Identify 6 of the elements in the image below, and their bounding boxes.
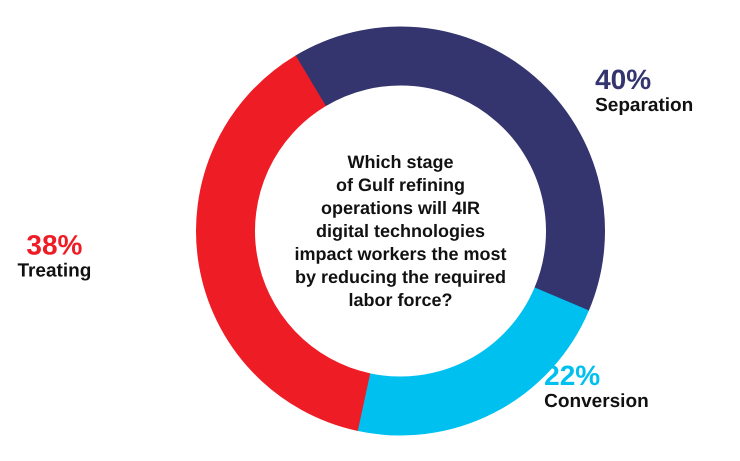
data-label: 40%	[595, 64, 652, 95]
slice-label: Treating	[17, 260, 92, 282]
text: Which stage of Gulf refining operations will 4IR digital technologies impact workers the most by reducing the required labor force?	[294, 152, 507, 310]
slice-label: Separation	[595, 94, 694, 116]
slice-label: Conversion	[544, 391, 649, 412]
data-label: 38%	[26, 229, 83, 260]
